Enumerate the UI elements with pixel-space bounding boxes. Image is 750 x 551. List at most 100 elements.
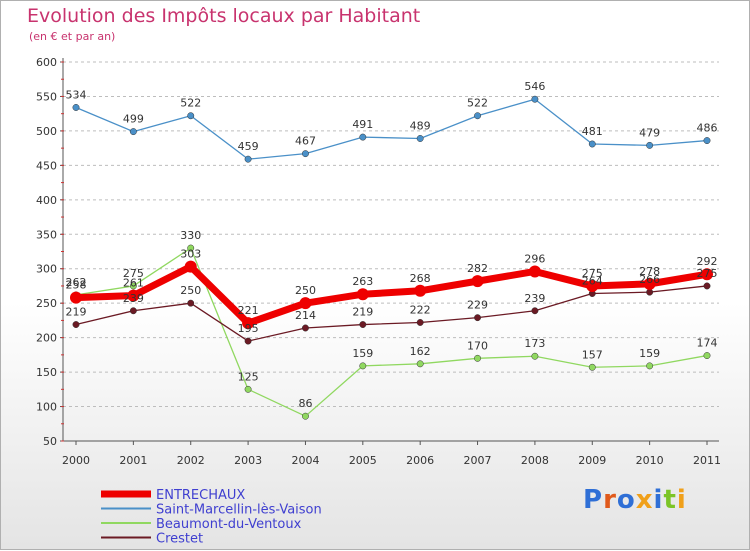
data-label: 266 [639, 273, 660, 286]
data-label: 292 [697, 255, 718, 268]
data-label: 479 [639, 126, 660, 139]
data-label: 261 [123, 277, 144, 290]
data-point [703, 352, 711, 360]
data-point [643, 277, 656, 290]
y-tick-label: 300 [36, 263, 57, 276]
data-point [359, 362, 367, 370]
data-label: 467 [295, 135, 316, 148]
data-label: 221 [238, 304, 259, 317]
data-point [646, 362, 654, 370]
data-label: 275 [582, 267, 603, 280]
data-label: 278 [639, 265, 660, 278]
data-label: 125 [238, 370, 259, 383]
data-point [129, 128, 137, 136]
data-labels: 258 261 303 221 250 263 268 282 296 275 278 292 534 4… [66, 80, 718, 410]
data-point [416, 360, 424, 368]
data-point [586, 279, 599, 292]
data-label: 162 [410, 345, 431, 358]
logo-letter: r [603, 485, 617, 515]
y-tick-label: 350 [36, 228, 57, 241]
series-line-3 [75, 285, 708, 342]
logo-letter: i [653, 485, 664, 515]
y-tick-label: 450 [36, 159, 57, 172]
data-point [531, 352, 539, 360]
data-label: 219 [66, 306, 87, 319]
data-point [302, 412, 309, 420]
x-tick-label: 2011 [693, 454, 721, 467]
data-point [474, 354, 481, 362]
logo-letter: P [583, 485, 604, 515]
logo-letter: o [616, 485, 636, 515]
data-point [302, 150, 309, 158]
series-group [70, 95, 713, 420]
y-tick-label: 550 [36, 90, 57, 103]
data-point [70, 291, 82, 304]
x-tick-label: 2003 [234, 454, 262, 467]
data-label: 499 [123, 113, 144, 126]
y-tick-label: 400 [36, 194, 57, 207]
y-tick-label: 100 [36, 401, 57, 414]
legend-label: Beaumont-du-Ventoux [156, 517, 302, 532]
chart-title: Evolution des Impôts locaux par Habitant [27, 5, 421, 27]
data-label: 239 [123, 292, 144, 305]
proxiti-logo: Proxiti [583, 485, 687, 515]
data-label: 222 [410, 303, 431, 316]
data-point [187, 244, 195, 252]
data-point [187, 299, 195, 307]
data-point [414, 284, 427, 297]
x-tick-label: 2009 [578, 454, 606, 467]
data-point [588, 140, 596, 148]
axes [62, 58, 719, 442]
data-label: 258 [66, 279, 87, 292]
data-point [359, 321, 367, 328]
data-point [646, 288, 654, 296]
data-point [302, 324, 309, 332]
data-label: 303 [180, 248, 201, 261]
data-point [356, 288, 369, 301]
data-label: 159 [352, 347, 373, 360]
x-tick-label: 2004 [291, 454, 319, 467]
data-label: 229 [467, 299, 488, 312]
y-tick-label: 500 [36, 125, 57, 138]
data-point [244, 385, 252, 393]
data-label: 262 [66, 276, 87, 289]
data-point [703, 282, 711, 290]
data-point [416, 135, 424, 142]
data-label: 263 [352, 275, 373, 288]
data-label: 268 [410, 272, 431, 285]
data-label: 489 [410, 119, 431, 132]
legend-label: Crestet [156, 532, 203, 547]
legend-label: ENTRECHAUX [156, 488, 245, 503]
chart-subtitle: (en € et par an) [29, 30, 116, 43]
data-point [184, 260, 197, 273]
data-label: 159 [639, 347, 660, 360]
data-label: 282 [467, 262, 488, 275]
data-point [242, 317, 255, 330]
data-point [129, 282, 137, 290]
data-label: 275 [123, 267, 144, 280]
series-line-2 [75, 247, 708, 417]
data-label: 534 [66, 88, 87, 101]
data-point [359, 133, 367, 141]
y-tick-label: 150 [36, 366, 57, 379]
data-label: 546 [524, 80, 545, 93]
y-tick-label: 50 [43, 435, 57, 448]
data-label: 459 [238, 140, 259, 153]
data-point [187, 112, 195, 120]
x-tick-label: 2007 [464, 454, 492, 467]
data-point [528, 265, 541, 278]
data-label: 195 [238, 322, 259, 335]
data-label: 214 [295, 309, 316, 322]
data-label: 157 [582, 348, 603, 361]
y-tick-label: 200 [36, 332, 57, 345]
data-point [416, 319, 424, 326]
data-label: 275 [697, 267, 718, 280]
data-label: 173 [524, 337, 545, 350]
y-axis-ticks: 50 100 150 200 250 300 350 400 450 500 550 600 [36, 56, 64, 448]
logo-letter: x [635, 485, 654, 515]
x-tick-label: 2001 [119, 454, 147, 467]
data-label: 330 [180, 229, 201, 242]
data-point [531, 95, 539, 103]
x-tick-label: 2006 [406, 454, 434, 467]
